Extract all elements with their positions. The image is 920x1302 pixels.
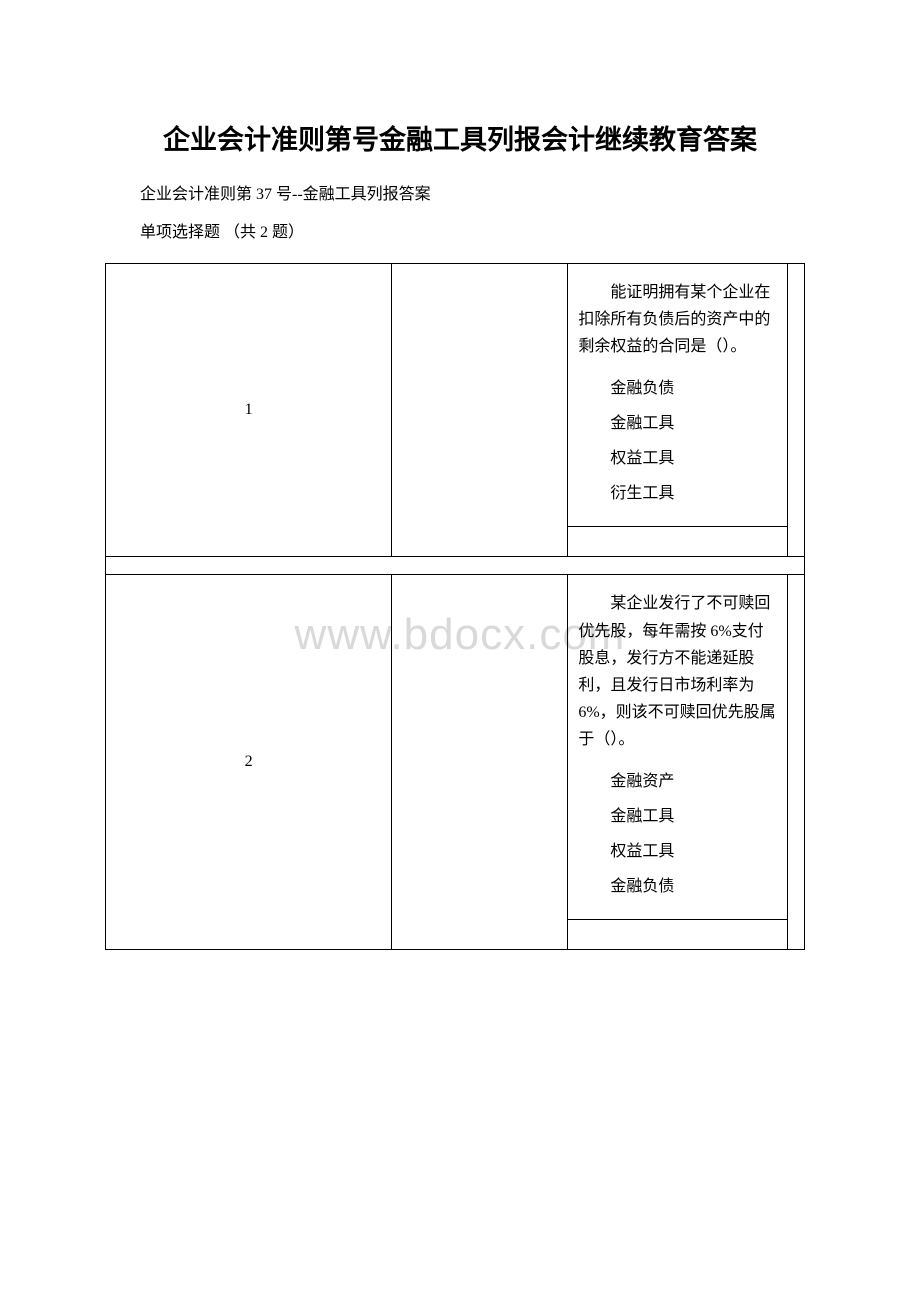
section-label: 单项选择题 （共 2 题） [140,219,920,248]
option-b: 金融工具 [578,406,777,441]
option-c: 权益工具 [578,834,777,869]
table-row: 1 能证明拥有某个企业在扣除所有负债后的资产中的剩余权益的合同是（）。 金融负债… [106,264,805,527]
option-b: 金融工具 [578,799,777,834]
option-d: 衍生工具 [578,476,777,511]
empty-cell [392,575,568,950]
option-a: 金融负债 [578,371,777,406]
spacer-row [106,557,805,575]
empty-cell [392,264,568,557]
option-a: 金融资产 [578,764,777,799]
question-content-cell: 某企业发行了不可赎回优先股，每年需按 6%支付股息，发行方不能递延股利，且发行日… [568,575,788,920]
document-title: 企业会计准则第号金融工具列报会计继续教育答案 [110,120,810,161]
option-c: 权益工具 [578,441,777,476]
inner-cell [568,527,788,557]
question-content-cell: 能证明拥有某个企业在扣除所有负债后的资产中的剩余权益的合同是（）。 金融负债 金… [568,264,788,527]
last-cell [788,264,805,557]
document-subtitle: 企业会计准则第 37 号--金融工具列报答案 [140,181,920,210]
last-cell [788,575,805,950]
question-text: 某企业发行了不可赎回优先股，每年需按 6%支付股息，发行方不能递延股利，且发行日… [578,590,777,753]
question-text: 能证明拥有某个企业在扣除所有负债后的资产中的剩余权益的合同是（）。 [578,279,777,361]
table-row: 2 某企业发行了不可赎回优先股，每年需按 6%支付股息，发行方不能递延股利，且发… [106,575,805,920]
question-number: 1 [106,264,392,557]
option-d: 金融负债 [578,869,777,904]
question-number: 2 [106,575,392,950]
questions-table: 1 能证明拥有某个企业在扣除所有负债后的资产中的剩余权益的合同是（）。 金融负债… [105,263,805,950]
spacer-cell [106,557,805,575]
inner-cell [568,920,788,950]
